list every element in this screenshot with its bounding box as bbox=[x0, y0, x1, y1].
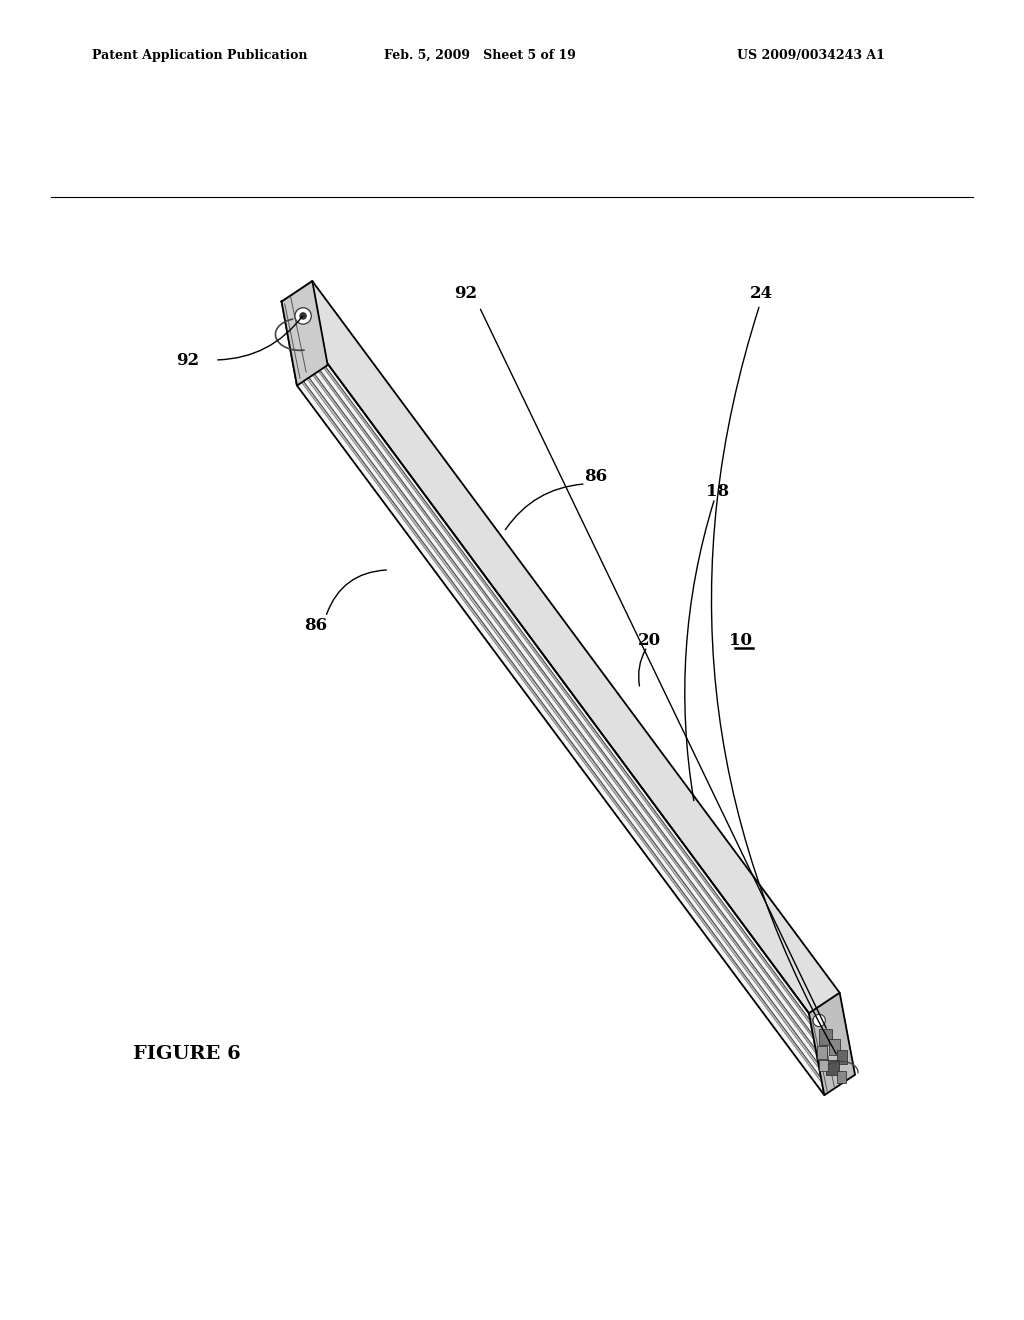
Text: 24: 24 bbox=[751, 285, 773, 302]
Bar bbox=[837, 1051, 847, 1064]
Bar bbox=[829, 1039, 840, 1055]
Polygon shape bbox=[809, 993, 855, 1096]
Text: 10: 10 bbox=[729, 632, 752, 649]
Text: Feb. 5, 2009   Sheet 5 of 19: Feb. 5, 2009 Sheet 5 of 19 bbox=[384, 49, 575, 62]
Text: 18: 18 bbox=[707, 483, 729, 499]
Text: 20: 20 bbox=[638, 632, 660, 649]
Bar bbox=[819, 1060, 828, 1071]
Text: 86: 86 bbox=[585, 469, 607, 486]
Text: US 2009/0034243 A1: US 2009/0034243 A1 bbox=[737, 49, 885, 62]
Text: 86: 86 bbox=[304, 616, 327, 634]
Bar bbox=[819, 1028, 833, 1045]
Bar bbox=[817, 1045, 827, 1059]
Circle shape bbox=[295, 308, 311, 325]
Text: 92: 92 bbox=[176, 352, 199, 370]
Text: 92: 92 bbox=[455, 285, 477, 302]
Text: Patent Application Publication: Patent Application Publication bbox=[92, 49, 307, 62]
Bar bbox=[826, 1060, 839, 1074]
Text: FIGURE 6: FIGURE 6 bbox=[133, 1045, 241, 1063]
Polygon shape bbox=[282, 281, 840, 1014]
Bar bbox=[838, 1071, 846, 1082]
Circle shape bbox=[300, 313, 306, 319]
Polygon shape bbox=[282, 301, 824, 1096]
Circle shape bbox=[813, 1014, 825, 1027]
Polygon shape bbox=[282, 281, 328, 385]
